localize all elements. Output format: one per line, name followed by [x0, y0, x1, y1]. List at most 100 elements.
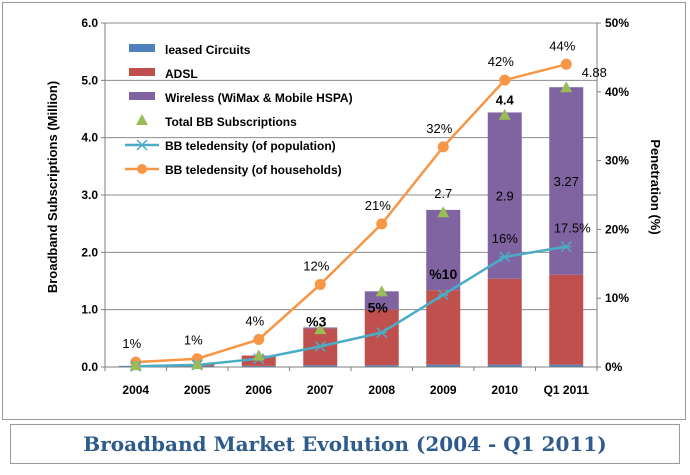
bar-adsl	[487, 278, 522, 365]
x-tick-label: 2004	[122, 383, 149, 397]
total-marker	[560, 81, 573, 93]
population-value-label: 17.5%	[554, 221, 591, 236]
total-value-label: 4.4	[496, 93, 515, 108]
y-axis-title: Broadband Subscriptions (Million)	[45, 81, 60, 293]
y-tick-label: 1.0	[81, 303, 98, 317]
bar-leased	[549, 364, 584, 367]
legend-household-swatch-dot	[137, 164, 147, 174]
legend-leased-swatch	[129, 44, 155, 52]
caption-box: Broadband Market Evolution (2004 - Q1 20…	[10, 424, 680, 464]
y2-tick-label: 20%	[605, 222, 629, 236]
legend-household-label: BB teledensity (of households)	[165, 163, 342, 177]
legend-leased-label: leased Circuits	[165, 43, 251, 57]
population-marker	[376, 327, 388, 339]
x-tick-label: 2010	[491, 383, 518, 397]
population-marker-stroke	[376, 327, 388, 339]
household-value-label: 21%	[365, 198, 391, 213]
x-tick-label: 2006	[245, 383, 272, 397]
household-value-label: 44%	[549, 38, 575, 53]
legend-population-swatch-star	[136, 139, 148, 151]
legend-wireless-swatch	[129, 92, 155, 100]
household-value-label: 1%	[184, 333, 203, 348]
bar-leased	[487, 364, 522, 367]
household-marker	[376, 218, 388, 230]
household-value-label: 12%	[303, 258, 329, 273]
y-tick-label: 0.0	[81, 360, 98, 374]
population-value-label: %3	[306, 313, 326, 329]
total-marker	[498, 108, 511, 120]
population-line	[135, 245, 567, 368]
y2-tick-label: 50%	[605, 16, 629, 30]
x-tick-label: 2008	[368, 383, 395, 397]
household-marker	[560, 58, 572, 70]
axes: 0.0 1.0 2.0 3.0 4.0 5.0 6.0 0% 10% 20% 30% 40% 50% 20…	[81, 16, 629, 397]
y2-tick-label: 0%	[605, 360, 623, 374]
household-line	[135, 63, 567, 364]
bar-value-label: 3.27	[554, 174, 579, 189]
total-marker	[191, 358, 204, 370]
bar-wireless	[426, 209, 461, 291]
bar-leased	[426, 364, 461, 367]
chart-caption: Broadband Market Evolution (2004 - Q1 20…	[83, 432, 607, 456]
y2-axis-title: Penetration (%)	[648, 139, 663, 234]
population-marker	[560, 241, 572, 253]
bar-wireless	[549, 87, 584, 275]
legend-wireless-label: Wireless (WiMax & Mobile HSPA)	[165, 91, 353, 105]
y2-tick-label: 10%	[605, 291, 629, 305]
legend-adsl-swatch	[129, 68, 155, 76]
total-marker	[437, 206, 450, 218]
y-tick-label: 4.0	[81, 131, 98, 145]
bar-wireless	[487, 112, 522, 279]
chart-frame: 0.0 1.0 2.0 3.0 4.0 5.0 6.0 0% 10% 20% 30% 40% 50% 20…	[2, 2, 686, 420]
total-marker	[314, 323, 327, 335]
bar-leased	[364, 365, 399, 367]
y2-tick-label: 40%	[605, 85, 629, 99]
x-tick-label: 2009	[430, 383, 457, 397]
population-value-label: 5%	[368, 300, 389, 316]
population-marker-stroke	[499, 251, 511, 263]
bar-value-label: 2.9	[496, 189, 514, 204]
y-tick-label: 2.0	[81, 245, 98, 259]
bar-wireless	[364, 291, 399, 310]
household-value-label: 32%	[426, 121, 452, 136]
legend-total-label: Total BB Subscriptions	[165, 115, 297, 129]
lines	[129, 58, 573, 372]
population-marker-stroke	[560, 241, 572, 253]
population-marker-stroke	[314, 340, 326, 352]
household-marker	[253, 333, 265, 345]
y2-tick-label: 30%	[605, 154, 629, 168]
data-labels: 2.7 2.9 3.27 1% 1% 4% 12% 21% 32% 42% 44% %3 5% %10 16…	[122, 38, 607, 351]
broadband-chart: 0.0 1.0 2.0 3.0 4.0 5.0 6.0 0% 10% 20% 30% 40% 50% 20…	[45, 16, 663, 397]
household-marker	[499, 74, 511, 86]
total-marker	[375, 285, 388, 297]
bar-adsl	[241, 355, 276, 366]
total-marker	[129, 359, 142, 371]
legend-total-swatch	[136, 114, 148, 125]
population-marker	[437, 289, 449, 301]
legend-population-label: BB teledensity (of population)	[165, 139, 336, 153]
legend-adsl-label: ADSL	[165, 67, 198, 81]
x-tick-label: Q1 2011	[544, 383, 590, 397]
household-value-label: 42%	[488, 54, 514, 69]
bar-adsl	[364, 309, 399, 366]
household-value-label: 1%	[122, 336, 141, 351]
household-marker	[314, 278, 326, 290]
total-marker	[252, 349, 265, 361]
household-value-label: 4%	[245, 313, 264, 328]
y-tick-label: 6.0	[81, 16, 98, 30]
bars	[118, 87, 584, 367]
population-marker	[499, 251, 511, 263]
y-tick-label: 3.0	[81, 188, 98, 202]
x-tick-label: 2005	[184, 383, 211, 397]
population-value-label: %10	[429, 266, 457, 282]
total-value-label: 4.88	[582, 65, 607, 80]
bar-leased	[241, 365, 276, 367]
bar-adsl	[549, 274, 584, 365]
population-marker-stroke	[437, 289, 449, 301]
x-tick-label: 2007	[307, 383, 334, 397]
bar-leased	[303, 365, 338, 367]
y-tick-label: 5.0	[81, 73, 98, 87]
bar-value-label: 2.7	[434, 186, 452, 201]
household-marker	[437, 141, 449, 153]
population-marker	[314, 340, 326, 352]
